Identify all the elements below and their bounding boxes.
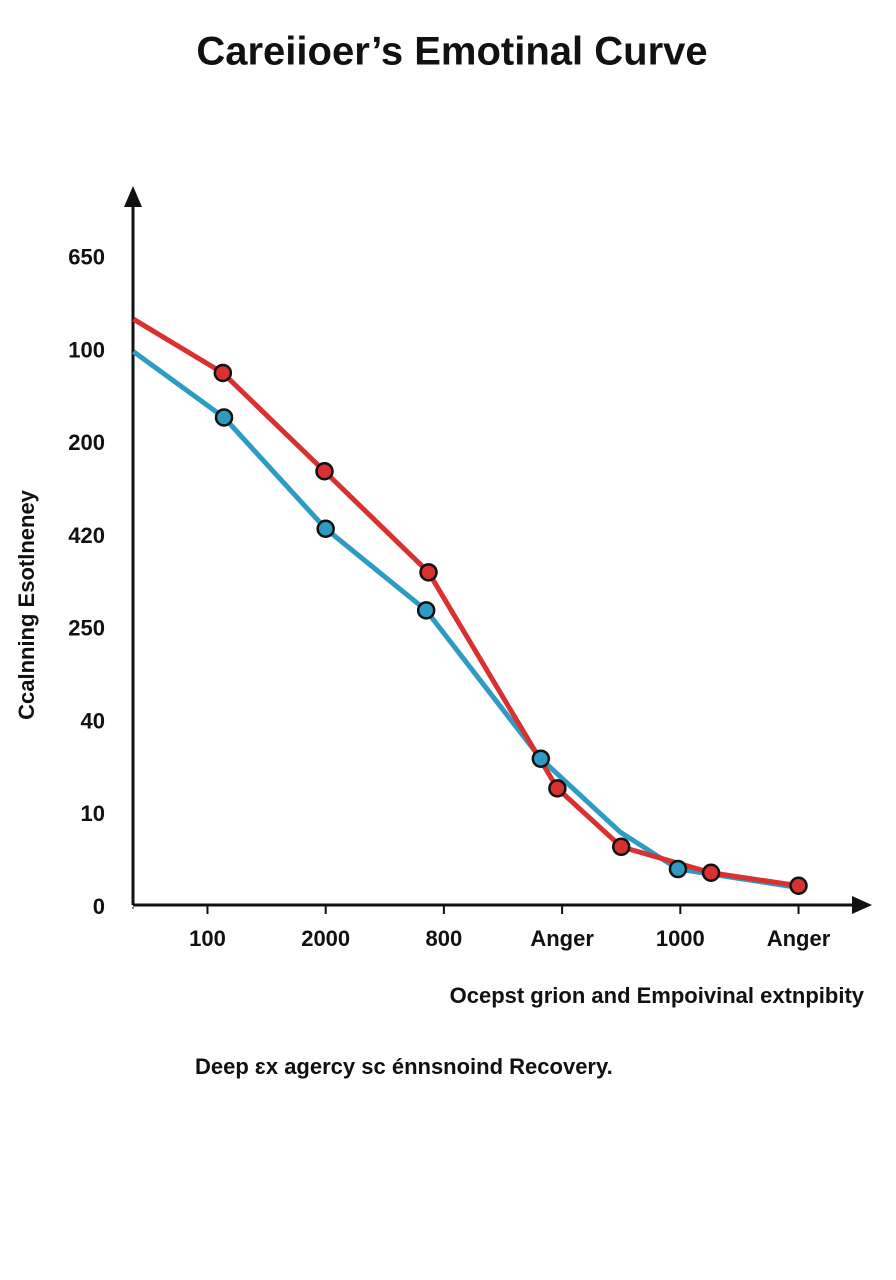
data-point [315, 462, 334, 481]
x-tick-label: 2000 [301, 926, 350, 951]
y-tick-label: 650 [68, 245, 105, 270]
y-tick-label: 100 [68, 337, 105, 362]
x-tick-label: 100 [189, 926, 226, 951]
x-axis-label: Ocepst grion and Empoivinal extnpibity [450, 983, 865, 1008]
x-tick-label: 1000 [656, 926, 705, 951]
y-tick-label: 420 [68, 523, 105, 548]
y-axis-label: Ccalnning Esotlneney [14, 489, 39, 720]
data-point [611, 837, 631, 857]
y-tick-label: 200 [68, 430, 105, 455]
data-point [316, 519, 335, 538]
data-point [419, 563, 438, 582]
data-point [789, 876, 808, 895]
x-tick-label: Anger [530, 926, 594, 951]
caption: Deep ɛx agercy sc énnsnoind Recovery. [195, 1054, 613, 1079]
data-point [214, 408, 234, 427]
data-point [416, 601, 436, 620]
y-tick-label: 250 [68, 616, 105, 641]
y-tick-label: 40 [81, 708, 105, 733]
chart-title: Careiioer’s Emotinal Curve [196, 30, 707, 74]
y-axis-arrow [124, 186, 142, 207]
y-tick-label: 10 [81, 801, 105, 826]
line-series [132, 349, 799, 891]
line-series [132, 317, 799, 889]
data-point [668, 859, 688, 879]
x-axis-arrow [852, 896, 872, 914]
data-point [531, 749, 551, 768]
y-tick-label: 0 [93, 894, 105, 919]
x-tick-label: 800 [426, 926, 463, 951]
data-point [701, 863, 721, 883]
x-tick-label: Anger [767, 926, 831, 951]
data-point [213, 363, 233, 383]
data-point [548, 779, 567, 798]
